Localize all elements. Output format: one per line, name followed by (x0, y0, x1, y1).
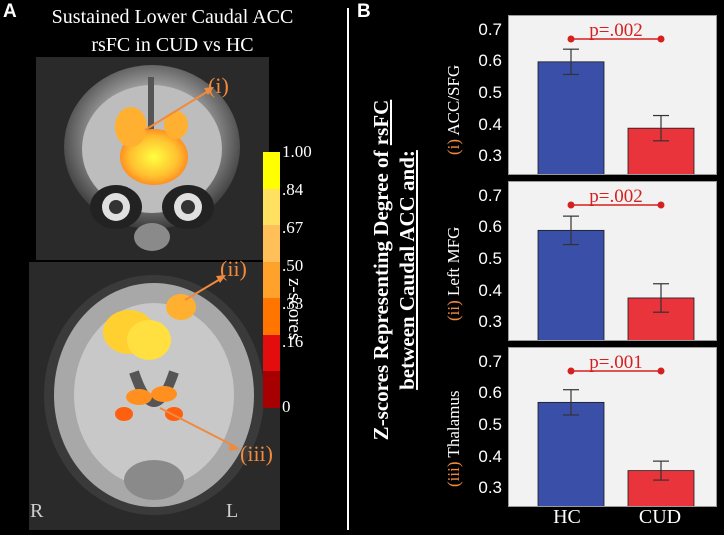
row-label: (iii) Thalamus (444, 391, 464, 487)
axial-brain-image (44, 275, 264, 515)
orientation-left: L (226, 500, 239, 522)
colorbar-tick-label: 1.00 (282, 142, 312, 161)
colorbar-tick-label: .50 (282, 256, 304, 275)
row-label: (i) ACC/SFG (444, 65, 464, 155)
y-label-line2: between Caudal ACC and: (395, 150, 419, 390)
coronal-slice-background (36, 57, 269, 260)
y-tick-label: 0.7 (478, 185, 502, 205)
x-label-cud: CUD (638, 506, 682, 528)
y-tick-label: 0.4 (478, 114, 502, 134)
y-tick-label: 0.5 (478, 83, 502, 102)
y-label-rsfc: rsFC (369, 99, 393, 146)
p-value-label: p=.001 (589, 352, 642, 373)
bar-chart-2: p=.002 (508, 181, 717, 341)
panel-a-title-line1: Sustained Lower Caudal ACC (51, 6, 294, 28)
callout-arrows (144, 87, 240, 451)
p-value-label: p=.002 (589, 20, 642, 41)
bar-chart-svg: p=.002 (537, 20, 695, 174)
callout-ii: (ii) (220, 256, 247, 281)
y-tick-label: 0.3 (478, 478, 502, 498)
error-bar (563, 389, 579, 416)
significance-dot (657, 35, 665, 43)
row-label-number: (i) (444, 135, 463, 155)
colorbar (263, 152, 280, 409)
colorbar-tick-label: 0 (282, 397, 291, 416)
coronal-brain-image (64, 65, 240, 251)
panel-divider (347, 8, 349, 530)
colorbar-segment (263, 334, 280, 372)
colorbar-tick-label: .84 (282, 180, 304, 199)
y-tick-label: 0.6 (478, 217, 502, 237)
colorbar-segment (263, 298, 280, 336)
significance-dot (567, 201, 575, 209)
panel-b-label: B (357, 1, 371, 22)
error-bar (563, 215, 579, 246)
error-bar (653, 114, 669, 142)
error-bar (563, 48, 579, 76)
error-bar (653, 283, 669, 313)
colorbar-tick-label: .33 (282, 294, 304, 313)
significance-dot (657, 201, 665, 209)
bar-chart-1: p=.002 (508, 15, 717, 175)
panel-a-title-line2: rsFC in CUD vs HC (91, 34, 254, 56)
panel-a-label: A (3, 1, 17, 22)
bar-chart-svg: p=.001 (537, 352, 695, 506)
y-tick-label: 0.5 (478, 249, 502, 268)
colorbar-segment (263, 152, 280, 190)
y-tick-label: 0.4 (478, 280, 502, 300)
y-tick-label: 0.3 (478, 146, 502, 166)
significance-dot (567, 367, 575, 375)
bar-hc (537, 401, 605, 506)
y-tick-label: 0.6 (478, 51, 502, 71)
callout-iii: (iii) (240, 441, 273, 466)
error-bar (653, 460, 669, 481)
row-label-text: Left MFG (444, 226, 463, 296)
colorbar-tick-label: .67 (282, 218, 304, 237)
panel-b-y-axis-label: Z-scores Representing Degree of rsFC bet… (368, 35, 420, 505)
row-label-text: ACC/SFG (444, 64, 463, 136)
y-label-part1: Z-scores Representing Degree of (369, 145, 393, 441)
row-label-text: Thalamus (444, 390, 463, 458)
row-label-number: (ii) (444, 295, 463, 321)
colorbar-tick-label: .16 (282, 332, 304, 351)
significance-dot (657, 367, 665, 375)
colorbar-segment (263, 261, 280, 299)
y-tick-label: 0.5 (478, 415, 502, 434)
bar-chart-3: p=.001 (508, 347, 717, 507)
colorbar-segment (263, 371, 280, 409)
significance-dot (567, 35, 575, 43)
p-value-label: p=.002 (589, 186, 642, 207)
y-tick-label: 0.4 (478, 446, 502, 466)
y-tick-label: 0.6 (478, 383, 502, 403)
bar-hc (537, 229, 605, 340)
x-label-hc: HC (553, 506, 581, 528)
bar-hc (537, 61, 605, 174)
axial-slice-background (29, 262, 280, 530)
y-tick-label: 0.3 (478, 312, 502, 332)
row-label: (ii) Left MFG (444, 227, 464, 321)
colorbar-segment (263, 225, 280, 263)
y-tick-label: 0.7 (478, 351, 502, 371)
row-label-number: (iii) (444, 457, 463, 488)
orientation-right: R (30, 500, 44, 522)
colorbar-segment (263, 188, 280, 226)
callout-i: (i) (208, 73, 229, 98)
colorbar-title: z-scores (284, 278, 305, 341)
y-tick-label: 0.7 (478, 19, 502, 39)
bar-chart-svg: p=.002 (537, 186, 695, 340)
